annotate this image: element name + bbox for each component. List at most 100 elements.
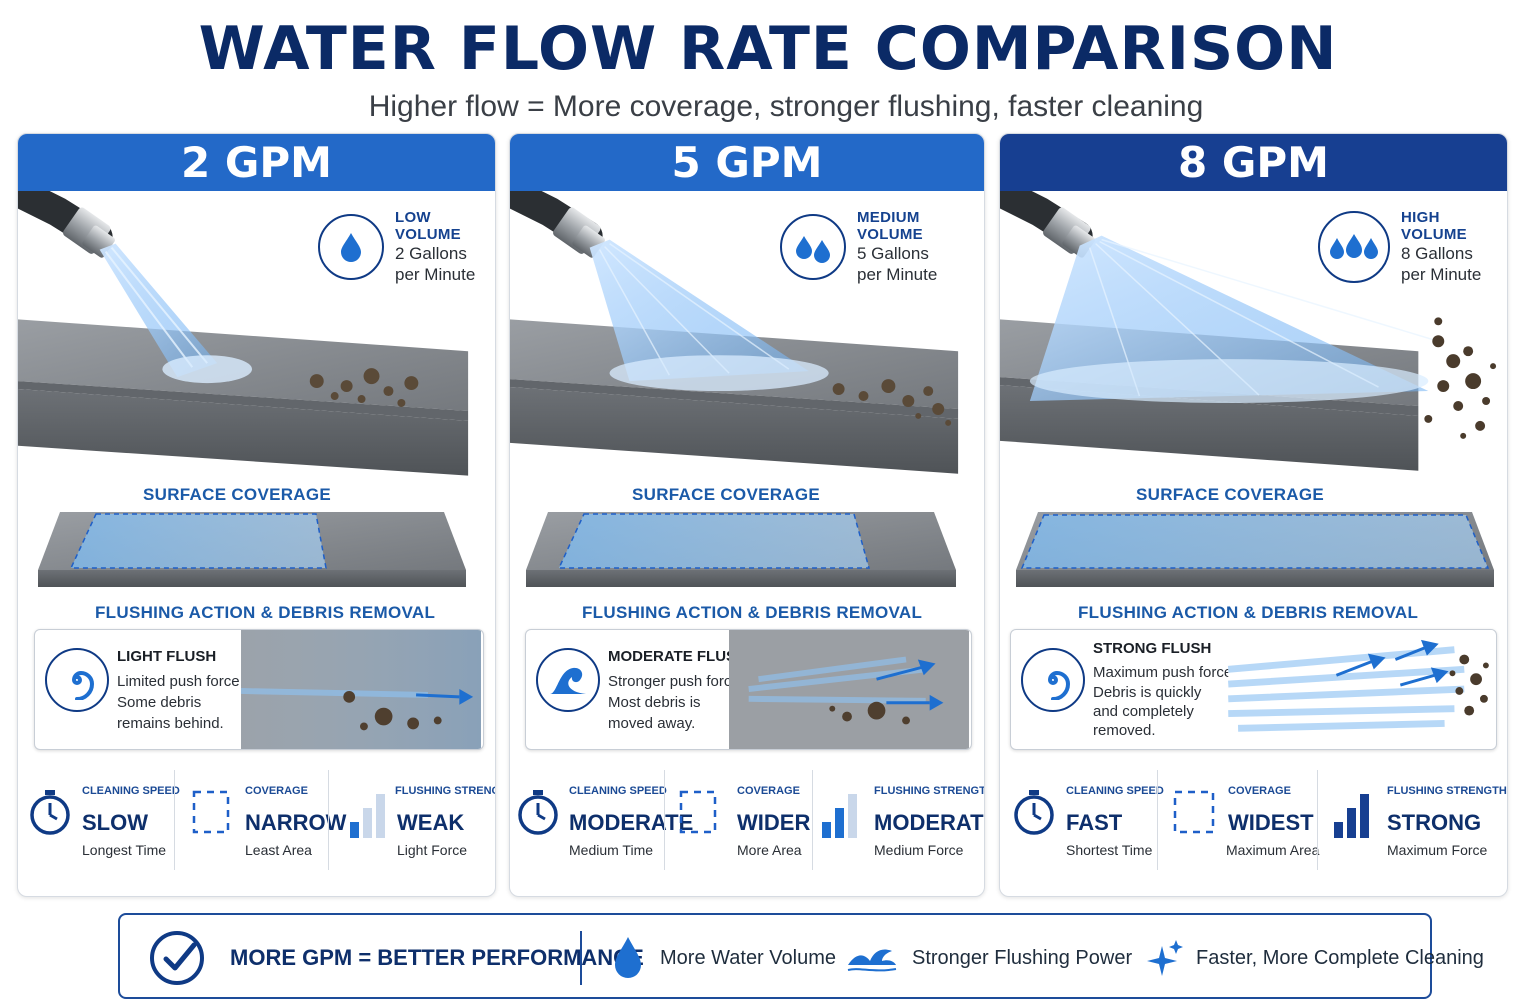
card-header: 8 GPM [1000,134,1507,191]
divider [664,770,665,870]
metric-coverage: COVERAGE NARROW Least Area [178,764,346,874]
metric-strength: FLUSHING STRENGTH MODERATE Medium Force [814,764,984,874]
metric-value: WEAK [397,810,465,835]
metric-label: FLUSHING STRENGTH [395,785,495,797]
summary-flushing: Stronger Flushing Power [846,915,1132,1001]
strength-bar [1334,822,1343,838]
card-header: 5 GPM [510,134,984,191]
metric-value: WIDEST [1228,810,1314,835]
flush-title: LIGHT FLUSH [117,648,217,665]
divider [174,770,175,870]
volume-line2: per Minute [857,265,938,284]
volume-title: LOW VOLUME [395,209,461,243]
metric-value: STRONG [1387,810,1482,835]
flush-line4: removed. [1093,722,1156,739]
metric-value: SLOW [82,810,148,835]
metrics-row: CLEANING SPEED SLOW Longest Time COVERAG… [18,764,495,874]
swirl-icon [45,648,109,712]
volume-badge: MEDIUM VOLUME 5 Gallons per Minute [780,209,984,285]
flush-line3: moved away. [608,715,696,732]
metric-speed: CLEANING SPEED SLOW Longest Time [18,764,180,874]
dashed-frame-icon [1173,790,1215,834]
strength-bar [1347,808,1356,838]
flush-title: MODERATE FLUSH [608,648,747,665]
summary-flushing-text: Stronger Flushing Power [912,946,1133,969]
flush-line3: remains behind. [117,715,224,732]
volume-title: MEDIUM VOLUME [857,209,923,243]
wave-icon [847,949,897,972]
water-drop-icon [615,937,641,978]
flush-title: STRONG FLUSH [1093,640,1212,657]
summary-volume: More Water Volume [612,915,836,1001]
metric-sub: Maximum Area [1226,842,1320,858]
spray-scene-illustration [18,191,469,476]
coverage-slab [526,512,956,587]
strength-bar [835,808,844,838]
strength-bar [1360,794,1369,838]
coverage-label: SURFACE COVERAGE [632,485,821,504]
flushing-label: FLUSHING ACTION & DEBRIS REMOVAL [582,603,923,622]
signal-bars-icon [1334,794,1369,838]
metric-label: CLEANING SPEED [569,785,667,797]
metric-speed: CLEANING SPEED MODERATE Medium Time [510,764,693,874]
swirl-icon [1021,648,1085,712]
card-5gpm: 5 GPM MEDIUM VOLUME 5 Gallons per Minute… [509,133,985,897]
metric-sub: Least Area [245,842,312,858]
flush-line1: Stronger push force. [608,673,744,690]
volume-title: HIGH VOLUME [1401,209,1467,243]
metric-strength: FLUSHING STRENGTH STRONG Maximum Force [1320,764,1507,874]
strength-bar [376,794,385,838]
summary-banner: MORE GPM = BETTER PERFORMANCE More Water… [118,913,1484,1001]
divider [1157,770,1158,870]
divider [1317,770,1318,870]
page-subtitle: Higher flow = More coverage, stronger fl… [368,90,1204,123]
metric-coverage: COVERAGE WIDEST Maximum Area [1160,764,1319,874]
metrics-row: CLEANING SPEED FAST Shortest Time COVERA… [1000,764,1507,874]
metric-sub: Longest Time [82,842,167,858]
metric-label: COVERAGE [737,785,800,797]
strength-bar [848,794,857,838]
metric-value: FAST [1066,810,1123,835]
flush-panel: LIGHT FLUSH Limited push force. Some deb… [34,629,484,750]
coverage-slab [38,512,466,587]
flush-illustration [240,630,481,749]
spray-scene-illustration [1000,191,1497,471]
metric-label: CLEANING SPEED [1066,785,1164,797]
checkmark-circle-icon [150,931,204,985]
coverage-label: SURFACE COVERAGE [1136,485,1325,504]
metric-sub: Light Force [397,842,468,858]
metric-label: COVERAGE [1228,785,1291,797]
card-2gpm: 2 GPM LOW VOLUME 2 Gallons per Minute SU… [17,133,496,897]
divider [812,770,813,870]
strength-bar [363,808,372,838]
metric-value: WIDER [737,810,811,835]
summary-main: MORE GPM = BETTER PERFORMANCE [148,915,644,1001]
flush-illustration [1227,630,1494,749]
page-title: WATER FLOW RATE COMPARISON [198,14,1338,84]
metric-value: NARROW [245,810,347,835]
divider [328,770,329,870]
coverage-label: SURFACE COVERAGE [143,485,332,504]
flush-line3: and completely [1093,703,1194,720]
dashed-frame-icon [679,790,717,834]
metric-label: FLUSHING STRENGTH [874,785,985,797]
wave-icon [536,648,600,712]
strength-bar [822,822,831,838]
volume-line1: 5 Gallons [857,244,929,263]
metric-speed: CLEANING SPEED FAST Shortest Time [1000,764,1164,874]
card-header: 2 GPM [18,134,495,191]
flush-line2: Some debris [117,694,202,711]
metric-sub: Shortest Time [1066,842,1153,858]
summary-cleaning: Faster, More Complete Cleaning [1146,915,1484,1001]
stopwatch-icon [30,790,70,835]
coverage-slab [1016,512,1494,587]
metric-sub: Maximum Force [1387,842,1488,858]
flush-line2: Debris is quickly [1093,684,1202,701]
flush-panel: MODERATE FLUSH Stronger push force. Most… [525,629,972,750]
metric-label: CLEANING SPEED [82,785,180,797]
flush-panel: STRONG FLUSH Maximum push force. Debris … [1010,629,1497,750]
metrics-row: CLEANING SPEED MODERATE Medium Time COVE… [510,764,984,874]
metric-value: MODERATE [874,810,984,835]
volume-line2: per Minute [1401,265,1482,284]
sparkle-icon [1147,940,1183,976]
